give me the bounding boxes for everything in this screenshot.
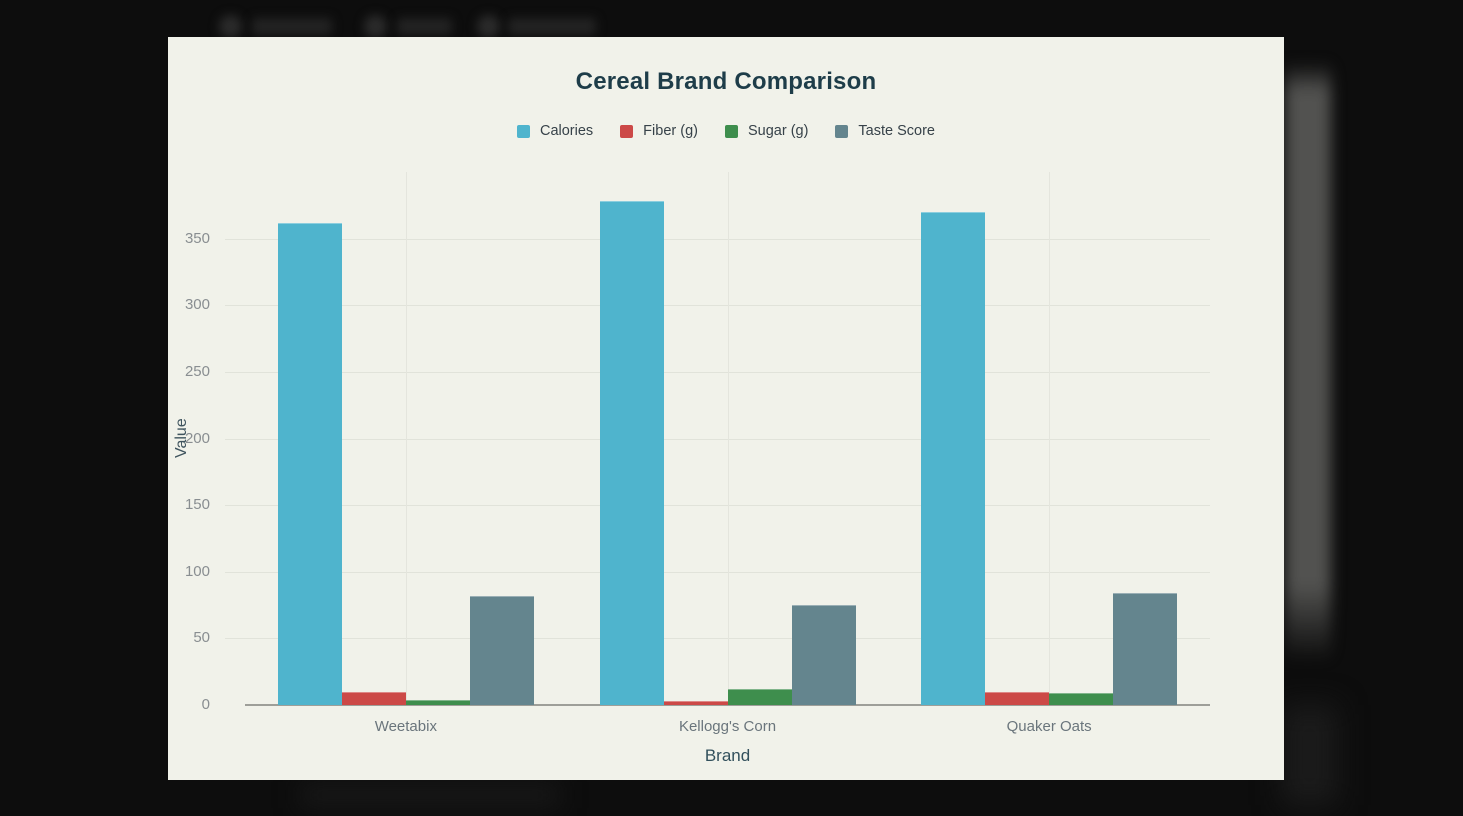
y-gridline xyxy=(225,305,1210,307)
bar-taste-score-quaker-oats[interactable] xyxy=(1113,593,1178,705)
blurred-background-element xyxy=(300,782,560,808)
blurred-side-panel xyxy=(1285,62,1331,662)
y-tick-label: 100 xyxy=(184,562,210,580)
legend-swatch-icon xyxy=(724,124,738,138)
bar-sugar-g-kellogg-s-corn[interactable] xyxy=(727,689,792,705)
bar-fiber-g-kellogg-s-corn[interactable] xyxy=(663,701,728,705)
bar-calories-weetabix[interactable] xyxy=(277,222,342,705)
y-tick-label: 50 xyxy=(193,629,210,647)
bar-sugar-g-weetabix[interactable] xyxy=(405,699,470,705)
legend-item-fiber-g[interactable]: Fiber (g) xyxy=(620,123,698,139)
legend-label: Fiber (g) xyxy=(643,123,698,139)
legend-item-sugar-g[interactable]: Sugar (g) xyxy=(724,123,809,139)
blurred-background-element xyxy=(1282,705,1337,805)
x-axis-line xyxy=(245,704,1210,706)
legend-label: Taste Score xyxy=(858,123,935,139)
y-gridline xyxy=(225,238,1210,240)
x-tick-label-weetabix: Weetabix xyxy=(374,718,437,735)
blurred-tab-label xyxy=(397,18,452,35)
y-tick-label: 150 xyxy=(184,496,210,514)
y-tick-label: 0 xyxy=(201,696,210,713)
y-tick-label: 300 xyxy=(184,296,210,314)
y-tick-label: 250 xyxy=(184,362,210,380)
bar-calories-quaker-oats[interactable] xyxy=(921,211,986,705)
x-tick-label-quaker-oats: Quaker Oats xyxy=(1006,718,1092,735)
plot-area: Value 0 50 100 150 200 250 300 350 Weetabix Kello… xyxy=(173,172,1210,735)
legend-label: Calories xyxy=(539,123,594,139)
chart-title: Cereal Brand Comparison xyxy=(575,68,877,95)
legend-swatch-icon xyxy=(835,124,849,138)
blurred-tab-label xyxy=(252,18,332,35)
x-tick-label-kellogg-s-corn: Kellogg's Corn xyxy=(678,718,777,735)
x-gridline xyxy=(405,172,407,705)
blurred-tab-icon xyxy=(477,15,500,38)
bar-taste-score-weetabix[interactable] xyxy=(469,595,534,705)
x-gridline xyxy=(1049,172,1051,705)
y-gridline xyxy=(225,571,1210,573)
x-axis-title: Brand xyxy=(704,746,751,765)
bar-sugar-g-quaker-oats[interactable] xyxy=(1049,693,1114,705)
y-gridline xyxy=(225,505,1210,507)
legend-swatch-icon xyxy=(620,124,634,138)
y-gridline xyxy=(225,438,1210,440)
blurred-tab-icon xyxy=(219,15,242,38)
legend-label: Sugar (g) xyxy=(747,123,809,139)
legend-swatch-icon xyxy=(516,124,530,138)
legend-item-taste-score[interactable]: Taste Score xyxy=(835,123,935,139)
y-tick-label: 200 xyxy=(184,429,210,447)
blurred-tab-label xyxy=(508,18,596,35)
bar-taste-score-kellogg-s-corn[interactable] xyxy=(791,605,856,705)
y-tick-label: 350 xyxy=(184,229,210,247)
bar-fiber-g-weetabix[interactable] xyxy=(341,691,406,705)
legend-item-calories[interactable]: Calories xyxy=(516,123,594,139)
blurred-tab-icon xyxy=(364,15,387,38)
bar-fiber-g-quaker-oats[interactable] xyxy=(985,691,1050,705)
y-gridline xyxy=(225,638,1210,640)
y-gridline xyxy=(225,371,1210,373)
chart-legend: Calories Fiber (g) Sugar (g) Taste Score xyxy=(168,123,1284,139)
chart-panel: Cereal Brand Comparison Calories Fiber (g… xyxy=(168,37,1284,780)
bar-calories-kellogg-s-corn[interactable] xyxy=(599,201,664,705)
x-gridline xyxy=(727,172,729,705)
